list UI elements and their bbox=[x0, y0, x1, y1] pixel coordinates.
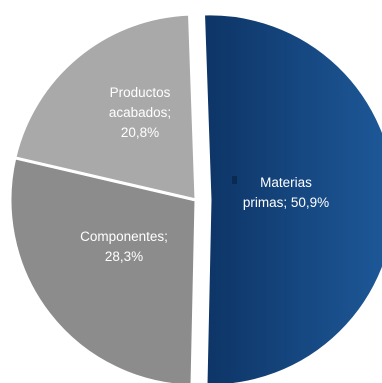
pie-slice-0 bbox=[201, 12, 382, 383]
label-marker bbox=[232, 176, 237, 184]
pie-slices bbox=[8, 12, 382, 383]
pie-slice-label-1: Componentes; 28,3% bbox=[80, 229, 168, 264]
pie-labels: Materias primas; 50,9% Componentes; 28,3% Pr… bbox=[80, 85, 329, 264]
pie-slice-label-2: Productos acabados; 20,8% bbox=[109, 85, 171, 140]
pie-slice-2 bbox=[13, 12, 198, 202]
pie-slice-1 bbox=[8, 155, 198, 383]
pie-slice-label-0: Materias primas; 50,9% bbox=[243, 175, 329, 210]
